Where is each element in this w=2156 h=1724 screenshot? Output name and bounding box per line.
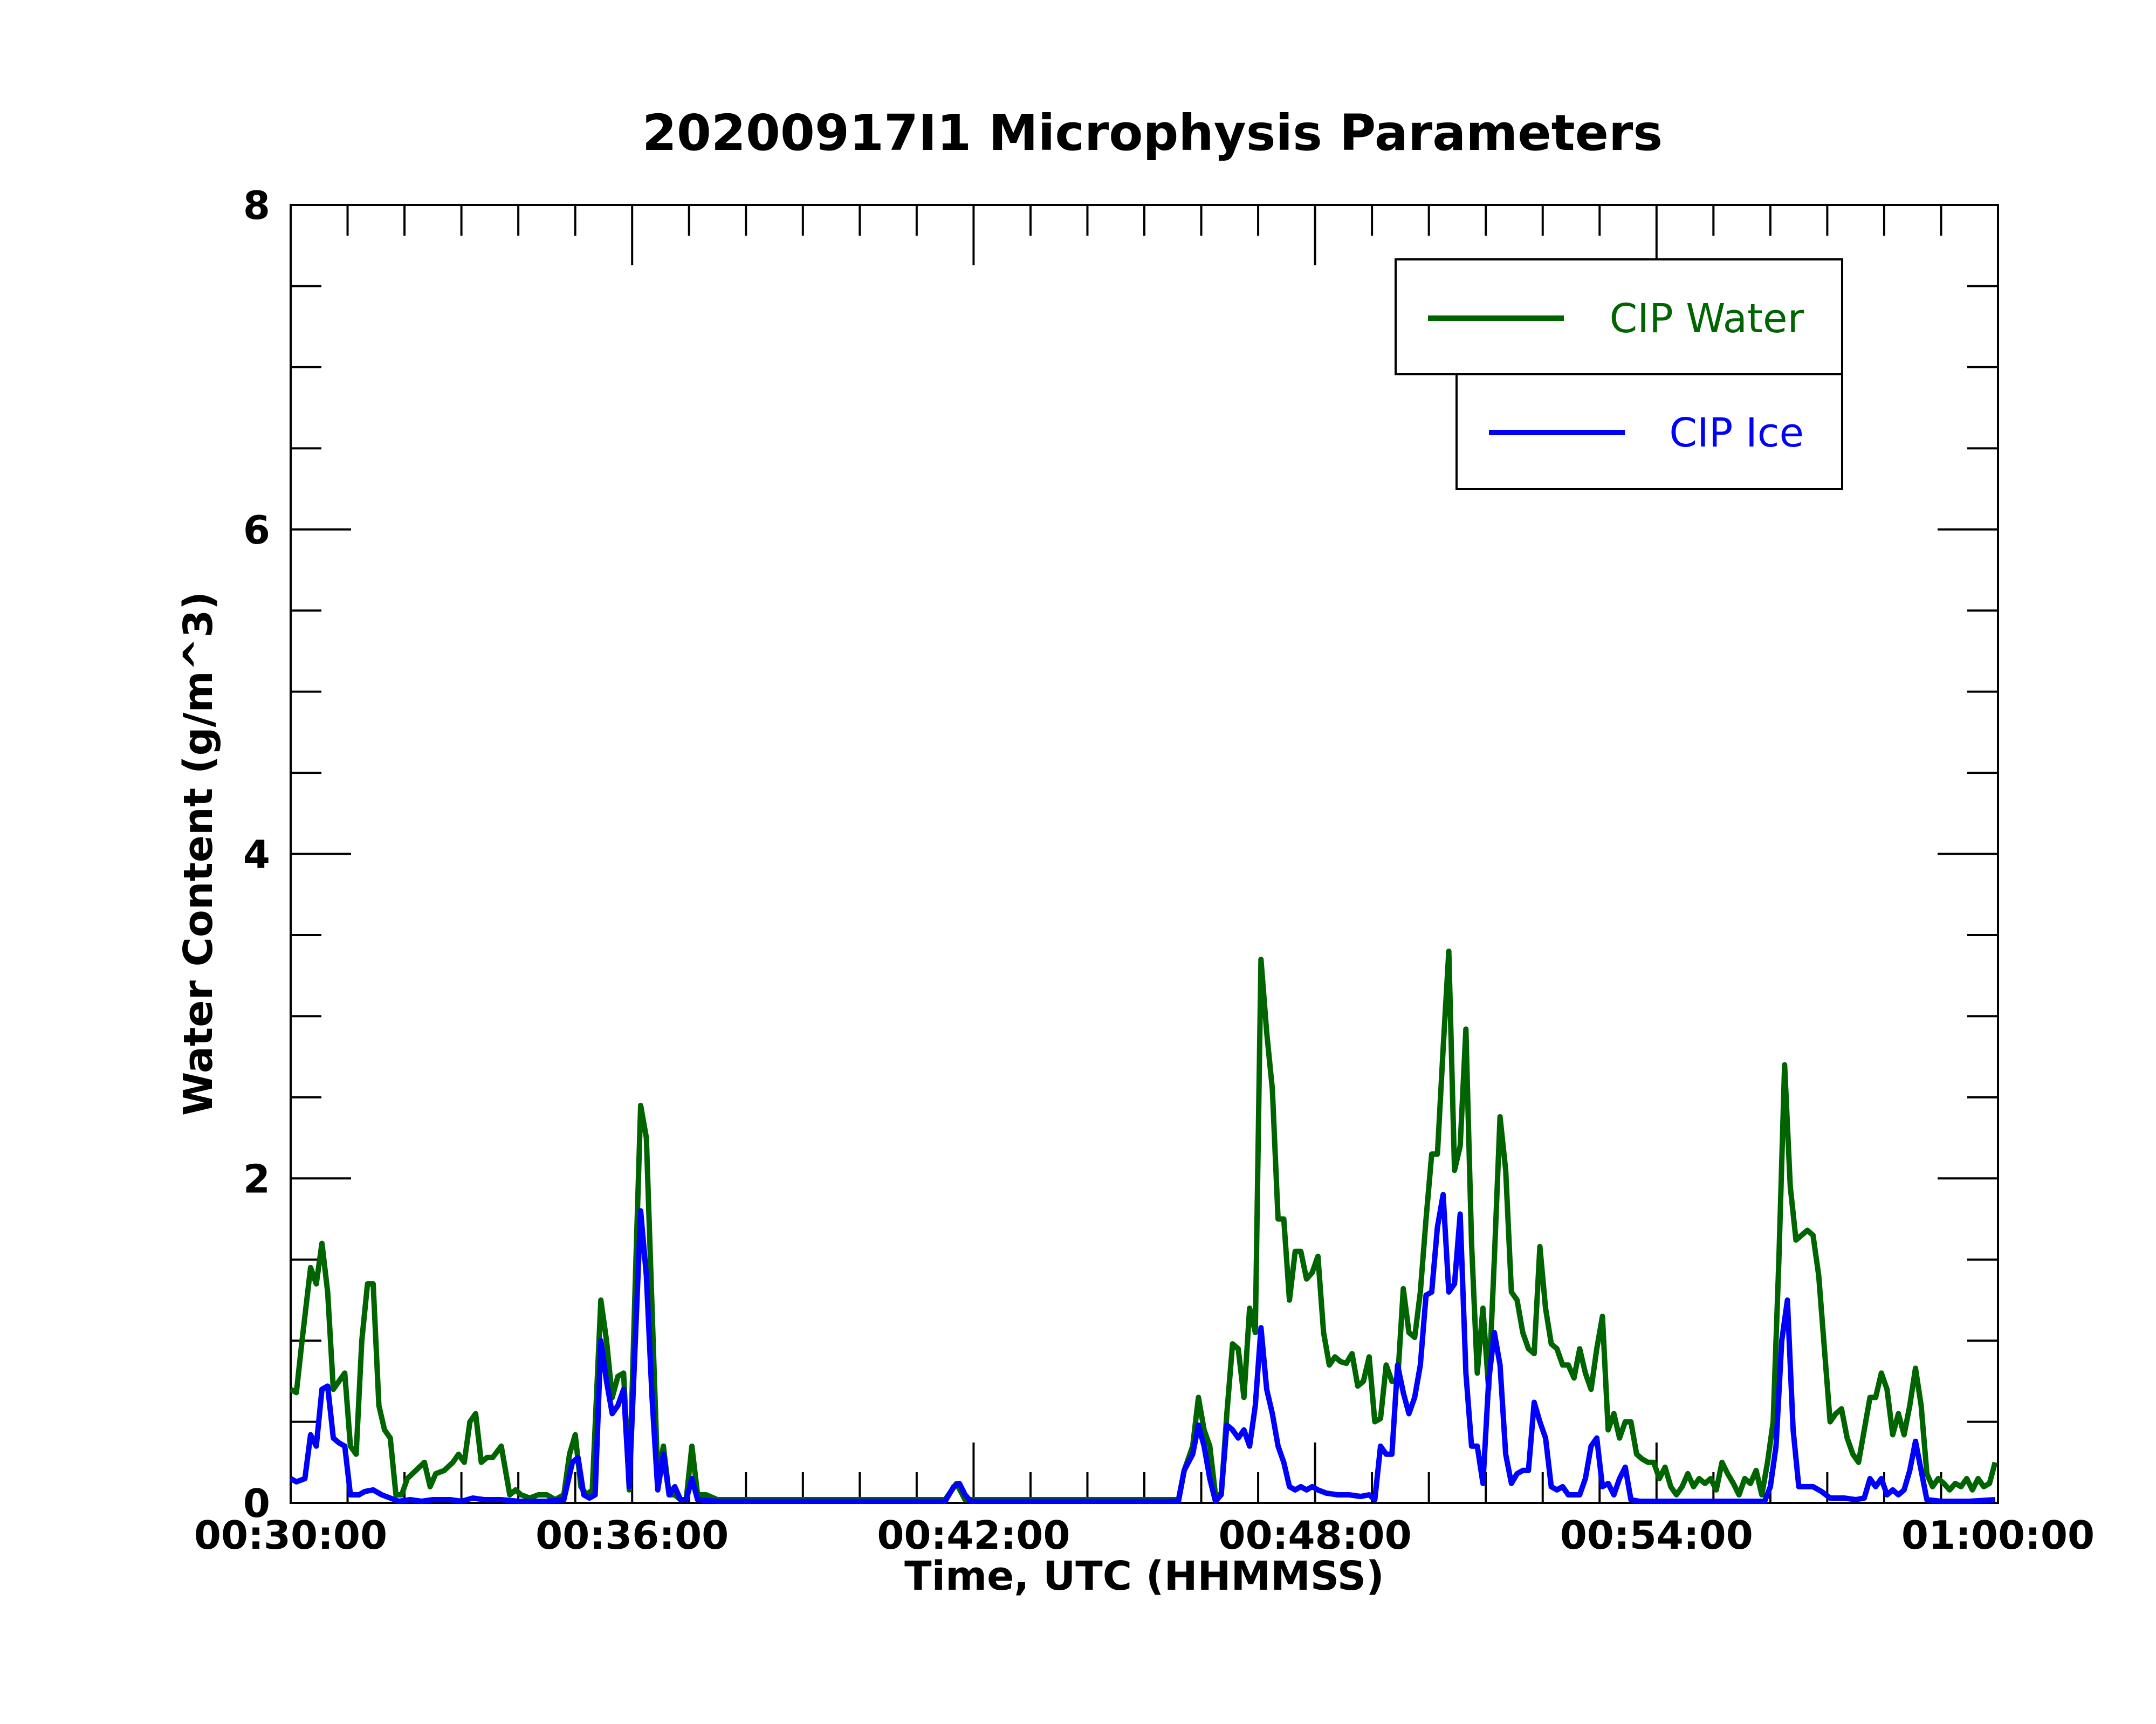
x-tick-label: 00:48:00	[1219, 1513, 1412, 1558]
y-tick-label: 2	[243, 1156, 270, 1201]
x-tick-label: 00:30:00	[194, 1513, 387, 1558]
y-tick-label: 0	[243, 1481, 270, 1526]
legend-label-water: CIP Water	[1610, 296, 1804, 342]
series-line-cip-ice	[289, 1192, 1996, 1504]
series-lines	[289, 949, 1998, 1504]
y-axis-label: Water Content (g/m^3)	[175, 592, 222, 1116]
chart-title: 20200917I1 Microphysis Parameters	[642, 104, 1663, 162]
legend-label-ice: CIP Ice	[1669, 410, 1804, 456]
y-tick-label: 4	[243, 832, 270, 877]
x-tick-label: 01:00:00	[1901, 1513, 2095, 1558]
legend: CIP Water CIP Ice	[1395, 258, 1843, 490]
y-tick-label: 8	[243, 183, 270, 228]
axis-tick-labels: 00:30:00 00:36:00 00:42:00 00:48:00 00:54:00…	[194, 183, 2095, 1558]
y-tick-label: 6	[243, 507, 270, 553]
x-tick-label: 00:36:00	[535, 1513, 729, 1558]
series-line-cip-water	[289, 949, 1998, 1502]
x-tick-label: 00:54:00	[1560, 1513, 1753, 1558]
x-tick-label: 00:42:00	[877, 1513, 1070, 1558]
x-axis-label: Time, UTC (HHMMSS)	[904, 1553, 1384, 1599]
